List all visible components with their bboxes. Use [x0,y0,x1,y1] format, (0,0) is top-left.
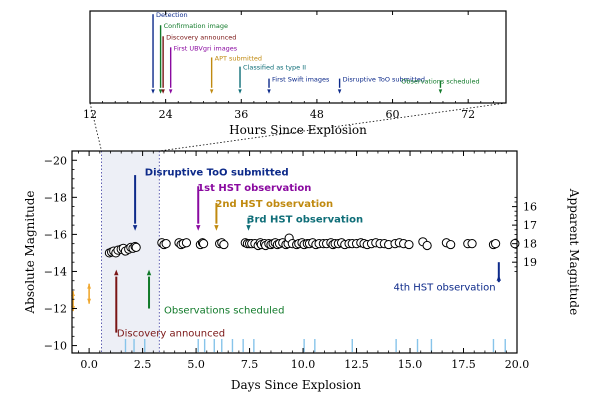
inset-event-label: Discovery announced [166,33,236,41]
inset-event-arrow-head [238,89,242,94]
main-event-arrow-head [132,225,138,231]
light-curve-point [181,238,192,248]
inset-event-arrow-head [158,89,163,94]
main-x-tick-label: 15.0 [398,358,423,371]
inset-event-label: Classified as type II [243,64,306,72]
light-curve-point [491,239,501,249]
main-x-tick-label: 12.5 [344,358,369,371]
main-x-tick-label: 0.0 [80,358,98,371]
main-event-arrow-head [246,225,251,231]
main-y-tick-label: −12 [44,303,67,316]
main-event-arrow-head [146,269,152,276]
light-curve [104,233,520,258]
main-frame [71,150,518,354]
main-right-y-ticks: 16 17 18 19 [512,196,537,272]
main-event-label: 2nd HST observation [215,199,333,210]
main-y-ticks: −20 −18 −16 −14 −12 −10 [44,150,77,353]
main-event-arrow-head [496,275,502,281]
inset-x-tick-label: 36 [234,108,248,121]
main-event-arrow-head [214,225,219,231]
inset-x-ticks: 12 24 36 48 60 72 [83,11,507,121]
main-x-tick-label: 17.5 [451,358,476,371]
main-right-y-tick-label: 19 [523,256,537,269]
inset-event-arrow-head [438,89,443,94]
inset-event-label: Disruptive ToO submitted [343,76,425,84]
main-x-ticks: 0.0 2.5 5.0 7.5 10.0 12.5 15.0 17.5 20.0 [78,151,529,371]
zoom-guide-left [89,102,102,152]
main-event-arrow-head [114,269,119,276]
main-x-tick-label: 20.0 [505,358,530,371]
light-curve-point [446,239,456,250]
main-y-axis-label: Absolute Magnitude [23,190,37,314]
main-right-y-tick-label: 18 [523,238,537,251]
light-curve-point [219,239,229,250]
main-y-tick-label: −10 [44,340,67,353]
inset-event-label: First UBVgri images [174,44,238,52]
inset-event-arrow-head [168,89,173,94]
main-right-y-tick-label: 17 [523,219,537,232]
main-y-tick-label: −18 [44,191,67,204]
main-y-tick-label: −20 [44,154,67,167]
main-event-label: 3rd HST observation [248,215,364,226]
inset-event-label: Confirmation image [164,22,228,30]
main-x-tick-label: 7.5 [241,358,259,371]
main-event-label: 4th HST observation [393,282,495,293]
light-curve-point [161,239,171,249]
main-event-label: Observations scheduled [164,305,284,316]
inset-x-tick-label: 24 [159,108,173,121]
inset-event-arrow-head [267,89,271,94]
inset-event-arrow-head [209,89,214,94]
upper-limit-markers [71,283,92,312]
inset-event-label: First Swift images [272,76,330,84]
inset-event-arrow-head [151,89,155,94]
inset-event-label: Observations scheduled [401,77,479,85]
main-right-y-tick-label: 16 [523,201,537,214]
inset-event-label: Detection [156,11,188,19]
inset-event-arrows: Detection Confirmation image Discovery ann… [151,11,480,94]
light-curve-point [467,239,477,249]
main-event-arrow-head [196,225,201,231]
inset-x-axis-label: Hours Since Explosion [229,123,367,137]
inset-x-tick-label: 60 [386,108,400,121]
main-panel: Discovery announced Observations schedule… [23,150,581,392]
main-x-tick-label: 10.0 [291,358,316,371]
main-x-axis-label: Days Since Explosion [231,378,361,392]
main-event-label: Disruptive ToO submitted [145,167,289,178]
upper-limit-head-down [87,298,92,304]
main-x-tick-label: 2.5 [134,358,152,371]
light-curve-point [422,240,432,251]
inset-x-tick-label: 12 [83,108,97,121]
inset-x-tick-label: 72 [461,108,475,121]
inset-event-arrow-head [161,89,165,94]
main-event-label: 1st HST observation [197,183,311,194]
light-curve-point [198,239,209,249]
inset-x-tick-label: 48 [310,108,324,121]
zoom-guides [89,102,507,152]
inset-event-label: APT submitted [215,54,262,62]
inset-event-arrow-head [337,89,342,94]
inset-panel: Detection Confirmation image Discovery ann… [83,10,507,137]
upper-limit-head-up [87,283,92,289]
swift-epoch-ticks [124,339,506,352]
light-curve-point [404,239,414,250]
inset-frame [89,10,507,104]
main-y-tick-label: −16 [44,228,67,241]
main-event-arrows: Discovery announced Observations schedule… [114,167,502,340]
zoom-guide-right [159,102,507,152]
light-curve-point [131,242,141,252]
main-x-tick-label: 5.0 [187,358,205,371]
main-event-label: Discovery announced [117,329,225,340]
main-y-tick-label: −14 [44,265,67,278]
main-right-y-axis-label: Apparent Magnitude [567,188,581,315]
